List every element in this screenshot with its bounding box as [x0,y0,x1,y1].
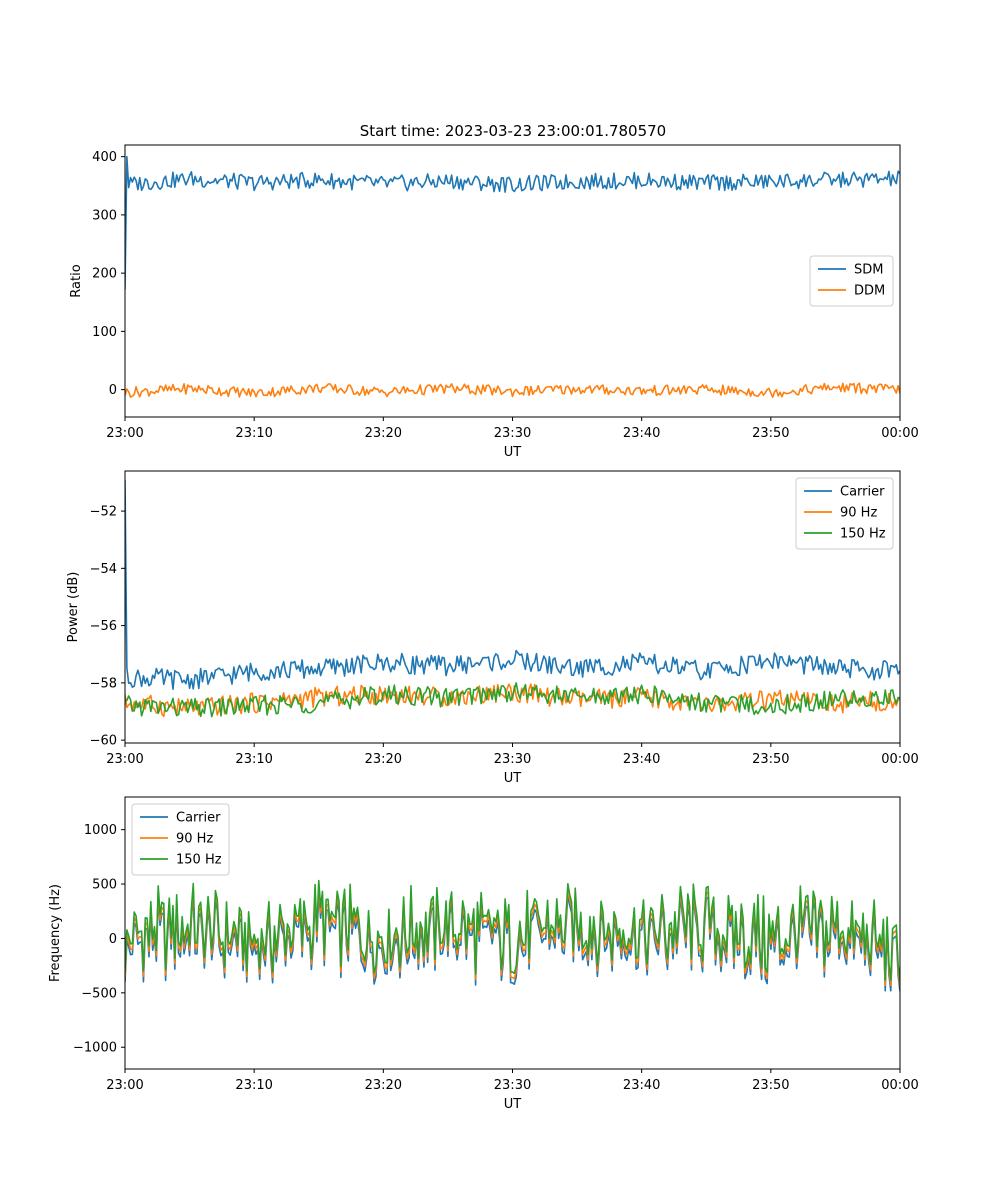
y-tick-label: −1000 [73,1041,117,1056]
y-axis-label: Ratio [69,264,84,297]
x-tick-label: 23:40 [623,426,660,441]
y-tick-label: −54 [90,562,117,577]
series-line-ddm [125,382,900,399]
x-tick-label: 00:00 [881,752,918,767]
plot-lines [125,155,900,399]
x-tick-label: 23:10 [235,426,272,441]
legend-label: Carrier [840,485,885,500]
chart-2: 23:00 23:10 23:20 23:30 23:40 23:50 00:00 −60 −5… [66,470,919,786]
series-line-150-hz [125,879,900,981]
plot-lines [125,479,900,718]
y-tick-label: 100 [92,325,117,340]
x-tick-label: 00:00 [881,1078,918,1093]
chart-3: 23:00 23:10 23:20 23:30 23:40 23:50 00:00 −1000… [48,796,919,1112]
series-line-sdm [125,155,900,290]
y-tick-label: 300 [92,208,117,223]
series-line-150-hz [125,682,900,718]
series-line-90-hz [125,885,900,987]
x-tick-label: 23:00 [106,752,143,767]
plot-lines [125,879,900,992]
legend-label: 150 Hz [840,527,886,542]
legend-box [795,477,894,550]
x-tick-label: 23:30 [494,426,531,441]
figure-title: Start time: 2023-03-23 23:00:01.780570 [360,122,666,140]
x-axis-label: UT [504,1097,522,1112]
x-tick-label: 23:00 [106,426,143,441]
x-tick-label: 23:00 [106,1078,143,1093]
y-axis-label: Power (dB) [66,572,81,643]
legend-label: 150 Hz [176,853,222,868]
legend-box [131,803,230,876]
y-tick-label: −500 [81,986,117,1001]
y-tick-label: 200 [92,267,117,282]
x-tick-label: 23:40 [623,752,660,767]
x-tick-label: 23:40 [623,1078,660,1093]
legend: Carrier 90 Hz 150 Hz [795,477,894,550]
x-tick-label: 23:10 [235,752,272,767]
y-tick-label: −60 [90,734,117,749]
plots: 23:00 23:10 23:20 23:30 23:40 23:50 00:00 0 100 2… [48,144,919,1112]
x-tick-label: 23:20 [365,426,402,441]
x-tick-label: 00:00 [881,426,918,441]
y-tick-label: 0 [109,383,117,398]
legend-label: DDM [854,284,885,299]
chart-1: 23:00 23:10 23:20 23:30 23:40 23:50 00:00 0 100 2… [69,144,919,460]
legend-label: Carrier [176,811,221,826]
legend-label: 90 Hz [840,506,877,521]
x-axis-label: UT [504,771,522,786]
x-tick-label: 23:10 [235,1078,272,1093]
x-tick-label: 23:50 [752,752,789,767]
y-tick-label: −52 [90,505,117,520]
x-tick-label: 23:20 [365,1078,402,1093]
y-tick-label: −58 [90,676,117,691]
series-line-carrier [125,890,900,992]
series-line-carrier [125,479,900,691]
y-tick-label: −56 [90,619,117,634]
y-axis-label: Frequency (Hz) [48,884,63,982]
x-tick-label: 23:30 [494,1078,531,1093]
legend: SDM DDM [809,255,894,307]
x-tick-label: 23:50 [752,426,789,441]
y-tick-label: 0 [109,932,117,947]
y-tick-label: 1000 [84,823,117,838]
series-line-90-hz [125,683,900,718]
legend: Carrier 90 Hz 150 Hz [131,803,230,876]
legend-label: 90 Hz [176,832,213,847]
y-tick-label: 500 [92,878,117,893]
legend-label: SDM [854,263,883,278]
y-tick-label: 400 [92,150,117,165]
x-tick-label: 23:50 [752,1078,789,1093]
x-tick-label: 23:20 [365,752,402,767]
x-tick-label: 23:30 [494,752,531,767]
x-axis-label: UT [504,445,522,460]
